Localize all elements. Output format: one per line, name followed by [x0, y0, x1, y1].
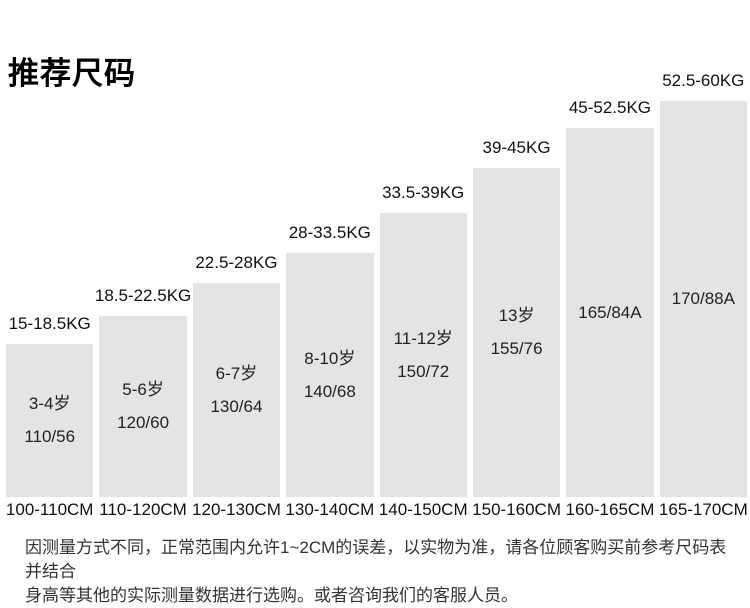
weight-range-label: 45-52.5KG [568, 98, 652, 117]
size-bar: 11-12岁 150/72 [379, 213, 467, 497]
footer-note: 因测量方式不同，正常范围内允许1~2CM的误差，以实物为准，请各位顾客购买前参考… [25, 536, 735, 608]
weight-range-label: 33.5-39KG [382, 183, 465, 202]
size-column-100-110: 15-18.5KG 3-4岁 110/56 100-110CM [5, 0, 94, 520]
height-range-label: 140-150CM [378, 500, 468, 519]
size-column-130-140: 28-33.5KG 8-10岁 140/68 130-140CM [285, 0, 375, 520]
size-column-140-150: 33.5-39KG 11-12岁 150/72 140-150CM [378, 0, 468, 520]
bar-age-label: 3-4岁 [28, 394, 71, 413]
weight-range-label: 22.5-28KG [195, 253, 278, 272]
height-range-label: 130-140CM [285, 500, 375, 519]
size-bar: 165/84A [566, 128, 654, 497]
size-column-120-130: 22.5-28KG 6-7岁 130/64 120-130CM [192, 0, 281, 520]
weight-range-label: 18.5-22.5KG [94, 286, 192, 305]
size-bar: 170/88A [659, 101, 747, 497]
size-column-160-165: 45-52.5KG 165/84A 160-165CM [565, 0, 655, 520]
weight-range-label: 52.5-60KG [662, 71, 745, 90]
size-column-165-170: 52.5-60KG 170/88A 165-170CM [658, 0, 748, 520]
height-range-label: 150-160CM [472, 500, 561, 519]
weight-range-label: 39-45KG [482, 138, 551, 157]
bar-size-label: 165/84A [578, 302, 642, 322]
bar-size-label: 170/88A [671, 289, 735, 308]
bar-size-label: 150/72 [397, 361, 450, 381]
height-range-label: 160-165CM [565, 500, 655, 519]
bar-age-label: 5-6岁 [122, 380, 164, 399]
footer-note-line2: 身高等其他的实际测量数据进行选购。或者咨询我们的客服人员。 [25, 586, 518, 605]
bar-size-label: 120/60 [117, 413, 170, 432]
bar-size-label: 155/76 [490, 339, 543, 358]
height-range-label: 165-170CM [658, 500, 748, 519]
size-bar: 13岁 155/76 [472, 168, 561, 497]
bar-size-label: 130/64 [210, 396, 263, 416]
bar-age-label: 13岁 [498, 306, 535, 325]
bar-size-label: 110/56 [24, 427, 76, 446]
size-column-110-120: 18.5-22.5KG 5-6岁 120/60 110-120CM [95, 0, 191, 520]
footer-note-line1: 因测量方式不同，正常范围内允许1~2CM的误差，以实物为准，请各位顾客购买前参考… [25, 538, 727, 581]
size-bar: 3-4岁 110/56 [6, 344, 94, 497]
bar-age-label: 6-7岁 [215, 363, 258, 383]
weight-range-label: 28-33.5KG [288, 223, 371, 242]
height-range-label: 100-110CM [5, 500, 94, 519]
size-bar: 5-6岁 120/60 [99, 316, 187, 497]
weight-range-label: 15-18.5KG [8, 314, 91, 333]
size-bar: 8-10岁 140/68 [286, 253, 374, 497]
size-column-150-160: 39-45KG 13岁 155/76 150-160CM [472, 0, 561, 520]
bar-age-label: 8-10岁 [304, 348, 356, 368]
size-bar: 6-7岁 130/64 [192, 283, 281, 497]
size-chart: 15-18.5KG 3-4岁 110/56 100-110CM 18.5-22.… [5, 0, 748, 520]
height-range-label: 110-120CM [99, 500, 187, 519]
bar-age-label: 11-12岁 [393, 328, 453, 348]
page-title: 推荐尺码 [8, 56, 136, 91]
bar-size-label: 140/68 [303, 381, 356, 401]
height-range-label: 120-130CM [192, 500, 281, 519]
